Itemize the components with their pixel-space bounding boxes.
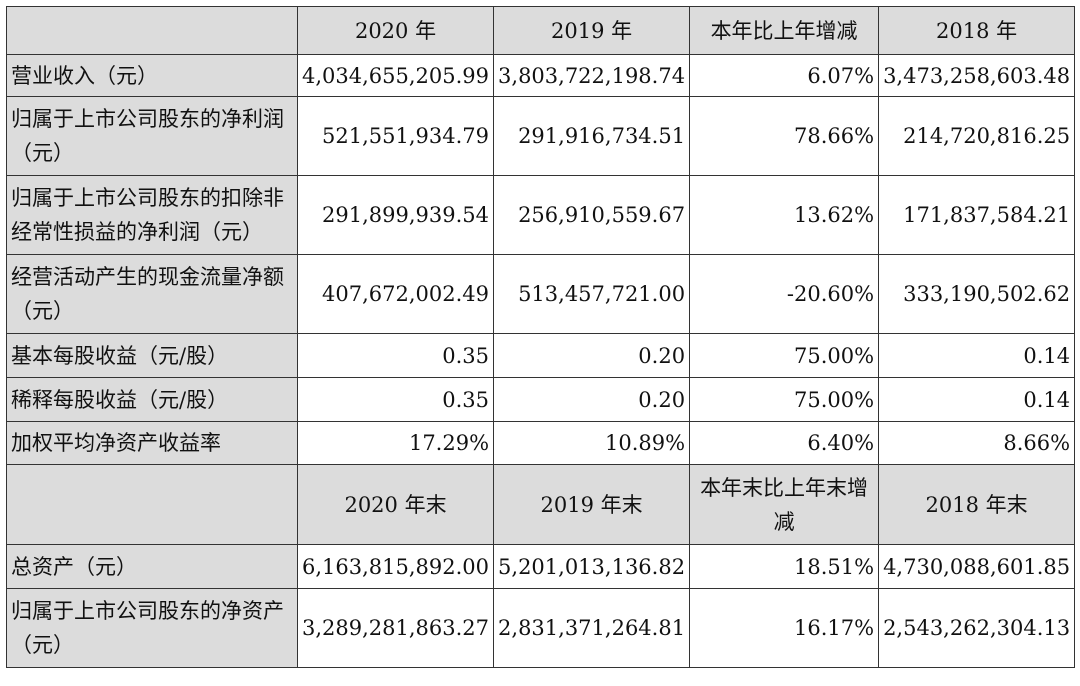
value-2018: 0.14 <box>878 333 1076 378</box>
header-row-annual: 2020 年 2019 年 本年比上年增减 2018 年 <box>6 6 1076 55</box>
value-2020: 6,163,815,892.00 <box>296 544 495 589</box>
value-2020: 407,672,002.49 <box>296 254 495 334</box>
header-corner-cell <box>6 464 298 545</box>
table-row: 稀释每股收益（元/股） 0.35 0.20 75.00% 0.14 <box>6 377 1076 422</box>
value-2019: 513,457,721.00 <box>493 254 691 334</box>
value-2019: 10.89% <box>493 421 691 465</box>
row-label: 归属于上市公司股东的净利润（元） <box>6 96 298 176</box>
header-corner-cell <box>6 6 298 55</box>
value-2018: 2,543,262,304.13 <box>878 588 1076 668</box>
header-2020: 2020 年 <box>296 6 495 55</box>
header-2020-end: 2020 年末 <box>296 464 495 545</box>
value-2018: 0.14 <box>878 377 1076 422</box>
value-change: 6.40% <box>689 421 880 465</box>
value-change: 78.66% <box>689 96 880 176</box>
value-2020: 521,551,934.79 <box>296 96 495 176</box>
value-2018: 3,473,258,603.48 <box>878 54 1076 97</box>
header-2019: 2019 年 <box>493 6 691 55</box>
value-2019: 5,201,013,136.82 <box>493 544 691 589</box>
value-2020: 3,289,281,863.27 <box>296 588 495 668</box>
header-change: 本年比上年增减 <box>689 6 880 55</box>
value-2019: 2,831,371,264.81 <box>493 588 691 668</box>
value-2020: 17.29% <box>296 421 495 465</box>
value-2018: 8.66% <box>878 421 1076 465</box>
value-change: 6.07% <box>689 54 880 97</box>
header-change-end: 本年末比上年末增减 <box>689 464 880 545</box>
value-2019: 3,803,722,198.74 <box>493 54 691 97</box>
row-label: 基本每股收益（元/股） <box>6 333 298 378</box>
row-label: 经营活动产生的现金流量净额（元） <box>6 254 298 334</box>
value-2020: 291,899,939.54 <box>296 175 495 255</box>
row-label: 总资产（元） <box>6 544 298 589</box>
table-row: 经营活动产生的现金流量净额（元） 407,672,002.49 513,457,… <box>6 254 1076 334</box>
table-row: 归属于上市公司股东的净资产（元） 3,289,281,863.27 2,831,… <box>6 588 1076 668</box>
value-2020: 4,034,655,205.99 <box>296 54 495 97</box>
header-2018: 2018 年 <box>878 6 1076 55</box>
value-2018: 4,730,088,601.85 <box>878 544 1076 589</box>
table-row: 总资产（元） 6,163,815,892.00 5,201,013,136.82… <box>6 544 1076 589</box>
value-2020: 0.35 <box>296 333 495 378</box>
value-change: 16.17% <box>689 588 880 668</box>
value-change: 75.00% <box>689 333 880 378</box>
row-label: 稀释每股收益（元/股） <box>6 377 298 422</box>
value-change: 75.00% <box>689 377 880 422</box>
row-label: 加权平均净资产收益率 <box>6 421 298 465</box>
table-row: 加权平均净资产收益率 17.29% 10.89% 6.40% 8.66% <box>6 421 1076 465</box>
table-row: 基本每股收益（元/股） 0.35 0.20 75.00% 0.14 <box>6 333 1076 378</box>
value-change: 13.62% <box>689 175 880 255</box>
financial-summary-table: 2020 年 2019 年 本年比上年增减 2018 年 营业收入（元） 4,0… <box>6 6 1076 668</box>
value-2018: 171,837,584.21 <box>878 175 1076 255</box>
value-change: -20.60% <box>689 254 880 334</box>
table-row: 营业收入（元） 4,034,655,205.99 3,803,722,198.7… <box>6 54 1076 97</box>
value-2018: 333,190,502.62 <box>878 254 1076 334</box>
header-2018-end: 2018 年末 <box>878 464 1076 545</box>
row-label: 营业收入（元） <box>6 54 298 97</box>
value-2019: 0.20 <box>493 377 691 422</box>
value-2020: 0.35 <box>296 377 495 422</box>
value-2019: 0.20 <box>493 333 691 378</box>
row-label: 归属于上市公司股东的扣除非经常性损益的净利润（元） <box>6 175 298 255</box>
header-row-year-end: 2020 年末 2019 年末 本年末比上年末增减 2018 年末 <box>6 464 1076 545</box>
value-2019: 256,910,559.67 <box>493 175 691 255</box>
financial-summary-table-wrapper: 2020 年 2019 年 本年比上年增减 2018 年 营业收入（元） 4,0… <box>6 6 1076 668</box>
table-row: 归属于上市公司股东的扣除非经常性损益的净利润（元） 291,899,939.54… <box>6 175 1076 255</box>
value-2018: 214,720,816.25 <box>878 96 1076 176</box>
header-2019-end: 2019 年末 <box>493 464 691 545</box>
row-label: 归属于上市公司股东的净资产（元） <box>6 588 298 668</box>
value-2019: 291,916,734.51 <box>493 96 691 176</box>
table-row: 归属于上市公司股东的净利润（元） 521,551,934.79 291,916,… <box>6 96 1076 176</box>
value-change: 18.51% <box>689 544 880 589</box>
